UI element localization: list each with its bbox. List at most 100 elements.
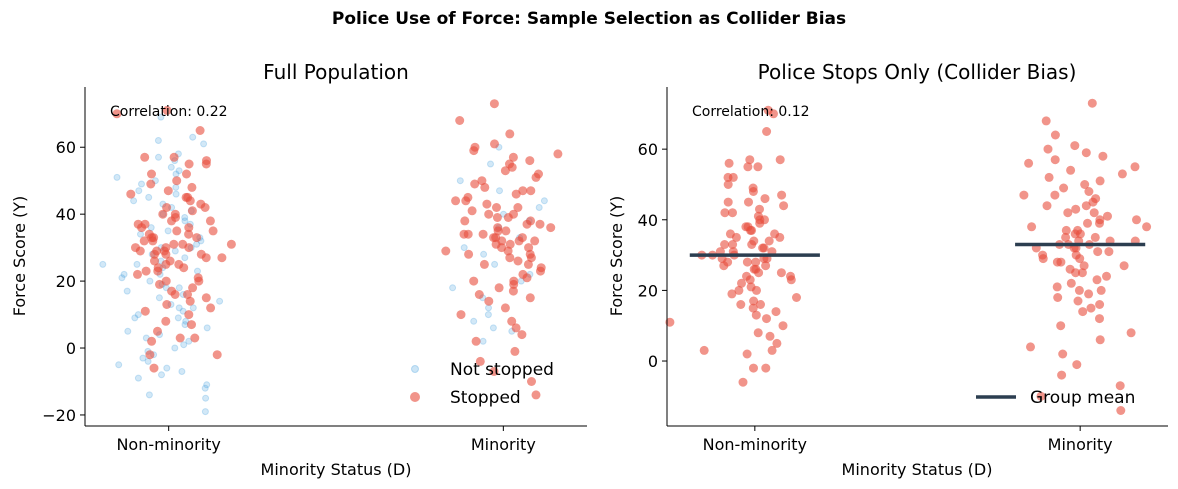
y-tick-label: 0 [648, 352, 658, 371]
stopped-point [1059, 183, 1069, 193]
stopped-point [553, 149, 563, 159]
stopped-point [1093, 247, 1103, 257]
stopped-point [775, 155, 785, 165]
stopped-point [149, 363, 159, 373]
stopped-point [752, 285, 761, 295]
stopped-point [469, 276, 479, 286]
stopped-point [484, 296, 494, 306]
stopped-point [461, 196, 471, 206]
stopped-point [1132, 215, 1141, 225]
legend-label-not-stopped: Not stopped [450, 360, 554, 380]
not-stopped-point [130, 197, 138, 205]
stopped-point [723, 180, 733, 189]
not-stopped-point [99, 260, 107, 268]
stopped-point [187, 206, 197, 216]
stopped-point [206, 303, 216, 313]
stopped-point [731, 232, 741, 242]
stopped-point [1042, 201, 1052, 211]
stopped-point [1075, 254, 1085, 264]
stopped-point [1079, 261, 1089, 271]
x-axis-label: Minority Status (D) [261, 460, 412, 479]
stopped-point [184, 229, 194, 239]
stopped-point [728, 172, 738, 182]
stopped-point [505, 253, 515, 263]
not-stopped-point [175, 304, 183, 312]
stopped-point [474, 290, 484, 299]
stopped-point [1078, 307, 1088, 317]
stopped-point [1119, 261, 1129, 271]
stopped-point [753, 328, 763, 338]
x-tick-label: Non-minority [116, 435, 220, 454]
stopped-point [761, 261, 771, 271]
stopped-point [771, 307, 781, 317]
stopped-point [1074, 285, 1084, 295]
y-tick-label: −20 [42, 406, 76, 425]
stopped-point [1077, 268, 1087, 278]
stopped-point [480, 182, 490, 192]
stopped-point [738, 377, 748, 387]
stopped-point [147, 169, 156, 179]
full-population-panel: Full Population Minority Status (D) Forc… [10, 60, 587, 479]
stopped-point [772, 338, 782, 348]
stopped-point [517, 330, 527, 340]
stopped-point [201, 293, 211, 303]
stopped-point [777, 190, 787, 200]
stopped-point [756, 300, 765, 309]
stopped-point [509, 279, 519, 289]
stopped-point [1072, 360, 1082, 370]
stopped-point [775, 232, 785, 242]
stopped-point [133, 269, 142, 279]
stopped-point [779, 201, 789, 211]
stopped-point [1063, 208, 1073, 218]
stopped-point [455, 116, 465, 125]
stopped-point [1080, 180, 1090, 189]
stopped-point [170, 290, 180, 299]
stopped-point [1117, 169, 1127, 179]
stopped-point [758, 243, 768, 253]
stopped-point [1084, 289, 1094, 299]
stopped-point [148, 236, 158, 246]
stopped-point [1116, 406, 1126, 415]
stopped-point [153, 266, 163, 276]
stopped-point [764, 236, 774, 246]
stopped-point [510, 346, 520, 356]
stopped-point [469, 146, 479, 156]
stopped-point [184, 223, 194, 233]
stopped-point [1061, 232, 1071, 242]
stopped-point [724, 158, 734, 168]
not-stopped-point [496, 187, 503, 195]
not-stopped-point [115, 361, 123, 369]
stopped-point [765, 331, 775, 341]
y-axis-label: Force Score (Y) [607, 196, 626, 317]
stopped-point [1038, 254, 1048, 264]
stopped-point [194, 276, 204, 286]
stopped-point [153, 326, 162, 336]
stopped-point [503, 213, 513, 222]
stopped-point [1081, 201, 1091, 211]
police-stops-panel: Police Stops Only (Collider Bias) Minori… [607, 60, 1168, 479]
stopped-point [699, 345, 709, 355]
stopped-point [1071, 204, 1081, 214]
stopped-point [745, 275, 755, 285]
stopped-point [536, 266, 545, 276]
stopped-point [200, 203, 210, 212]
stopped-point [767, 345, 777, 355]
stopped-point [489, 367, 499, 376]
not-stopped-point [203, 381, 211, 389]
stopped-point [500, 303, 510, 313]
stopped-point [492, 213, 502, 222]
stopped-point [1050, 130, 1060, 140]
y-tick-label: 40 [56, 205, 76, 224]
stopped-point [1071, 268, 1081, 278]
not-stopped-point [172, 190, 180, 198]
not-stopped-point [120, 270, 128, 278]
stopped-point [163, 186, 173, 196]
stopped-point [1027, 222, 1037, 232]
stopped-point [145, 350, 155, 360]
stopped-point [745, 155, 755, 165]
stopped-point [786, 275, 796, 285]
not-stopped-point [485, 304, 492, 312]
not-stopped-point [489, 324, 497, 332]
not-stopped-point [487, 160, 494, 168]
